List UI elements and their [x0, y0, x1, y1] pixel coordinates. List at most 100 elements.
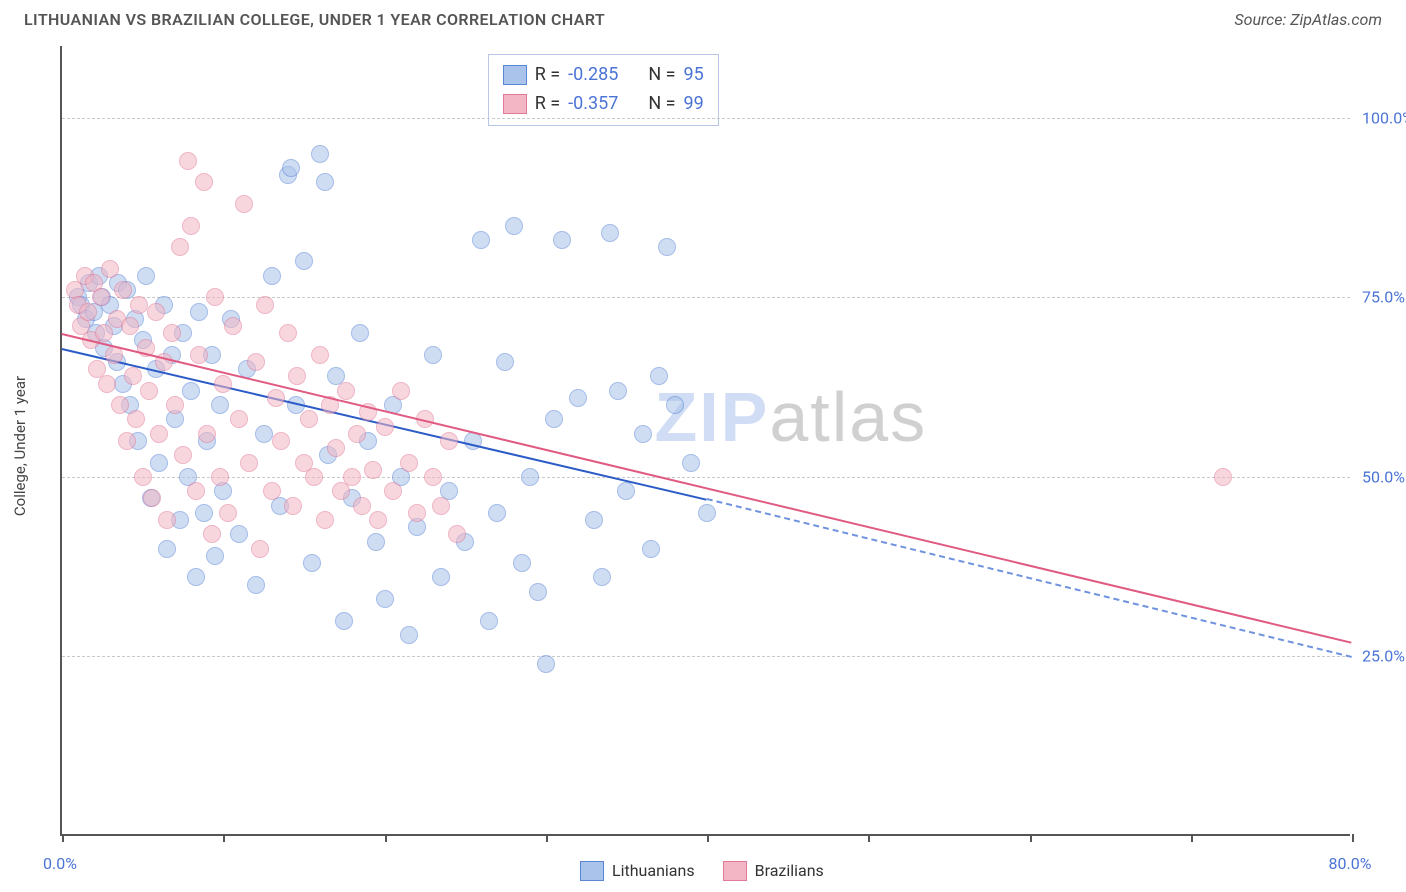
y-tick-label: 75.0% [1362, 288, 1405, 307]
data-point [247, 576, 265, 594]
data-point [480, 612, 498, 630]
data-point [137, 267, 155, 285]
data-point [337, 382, 355, 400]
series-legend: Lithuanians Brazilians [580, 858, 824, 884]
data-point [147, 303, 165, 321]
legend-swatch [580, 861, 604, 881]
data-point [124, 367, 142, 385]
data-point [127, 410, 145, 428]
data-point [166, 396, 184, 414]
data-point [190, 303, 208, 321]
data-point [658, 238, 676, 256]
data-point [95, 324, 113, 342]
legend-swatch [503, 65, 527, 85]
data-point [1214, 468, 1232, 486]
data-point [364, 461, 382, 479]
data-point [392, 382, 410, 400]
data-point [432, 568, 450, 586]
data-point [118, 432, 136, 450]
data-point [284, 497, 302, 515]
data-point [211, 396, 229, 414]
data-point [121, 317, 139, 335]
data-point [537, 655, 555, 673]
data-point [114, 281, 132, 299]
gridline [62, 656, 1350, 657]
data-point [247, 353, 265, 371]
data-point [505, 217, 523, 235]
plot-area: ZIPatlas R = -0.285N = 95R = -0.357N = 9… [60, 46, 1350, 836]
data-point [400, 454, 418, 472]
legend-swatch [503, 94, 527, 114]
data-point [190, 346, 208, 364]
data-point [488, 504, 506, 522]
legend-item: Brazilians [723, 858, 824, 884]
legend-row: R = -0.285N = 95 [503, 61, 704, 90]
data-point [163, 324, 181, 342]
data-point [376, 418, 394, 436]
data-point [424, 468, 442, 486]
data-point [174, 446, 192, 464]
data-point [150, 454, 168, 472]
data-point [545, 410, 563, 428]
data-point [182, 217, 200, 235]
data-point [111, 396, 129, 414]
data-point [279, 324, 297, 342]
x-tick [546, 834, 548, 842]
data-point [272, 432, 290, 450]
data-point [472, 231, 490, 249]
data-point [609, 382, 627, 400]
data-point [316, 173, 334, 191]
legend-item: Lithuanians [580, 858, 695, 884]
data-point [198, 425, 216, 443]
x-tick-label: 0.0% [43, 854, 77, 873]
data-point [367, 533, 385, 551]
data-point [311, 346, 329, 364]
data-point [303, 554, 321, 572]
data-point [440, 432, 458, 450]
data-point [295, 252, 313, 270]
y-tick-label: 100.0% [1362, 108, 1406, 127]
data-point [195, 173, 213, 191]
data-point [351, 324, 369, 342]
data-point [179, 152, 197, 170]
data-point [650, 367, 668, 385]
y-axis-label: College, Under 1 year [11, 376, 29, 516]
data-point [98, 375, 116, 393]
x-tick [385, 834, 387, 842]
data-point [343, 468, 361, 486]
data-point [79, 303, 97, 321]
data-point [521, 468, 539, 486]
legend-swatch [723, 861, 747, 881]
chart-header: LITHUANIAN VS BRAZILIAN COLLEGE, UNDER 1… [0, 0, 1406, 35]
trend-line [707, 498, 1352, 658]
gridline [62, 477, 1350, 478]
data-point [348, 425, 366, 443]
gridline [62, 297, 1350, 298]
data-point [267, 389, 285, 407]
legend-row: R = -0.357N = 99 [503, 90, 704, 119]
gridline [62, 118, 1350, 119]
data-point [682, 454, 700, 472]
chart-source: Source: ZipAtlas.com [1234, 10, 1382, 29]
trend-line [62, 333, 1352, 644]
data-point [158, 540, 176, 558]
x-tick-label: 80.0% [1329, 854, 1372, 873]
data-point [335, 612, 353, 630]
data-point [255, 425, 273, 443]
data-point [305, 468, 323, 486]
data-point [288, 367, 306, 385]
y-tick-label: 25.0% [1362, 647, 1405, 666]
data-point [263, 482, 281, 500]
data-point [224, 317, 242, 335]
data-point [235, 195, 253, 213]
data-point [698, 504, 716, 522]
data-point [150, 425, 168, 443]
data-point [569, 389, 587, 407]
data-point [230, 410, 248, 428]
data-point [282, 159, 300, 177]
x-tick [1352, 834, 1354, 842]
x-tick [1030, 834, 1032, 842]
data-point [601, 224, 619, 242]
data-point [400, 626, 418, 644]
data-point [593, 568, 611, 586]
